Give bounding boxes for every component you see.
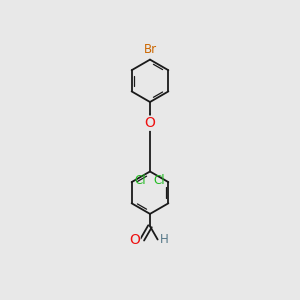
Text: Br: Br: [143, 43, 157, 56]
Text: H: H: [160, 233, 169, 246]
Text: O: O: [129, 232, 140, 247]
Text: O: O: [145, 116, 155, 130]
Text: Cl: Cl: [135, 174, 146, 187]
Text: Cl: Cl: [154, 174, 165, 187]
